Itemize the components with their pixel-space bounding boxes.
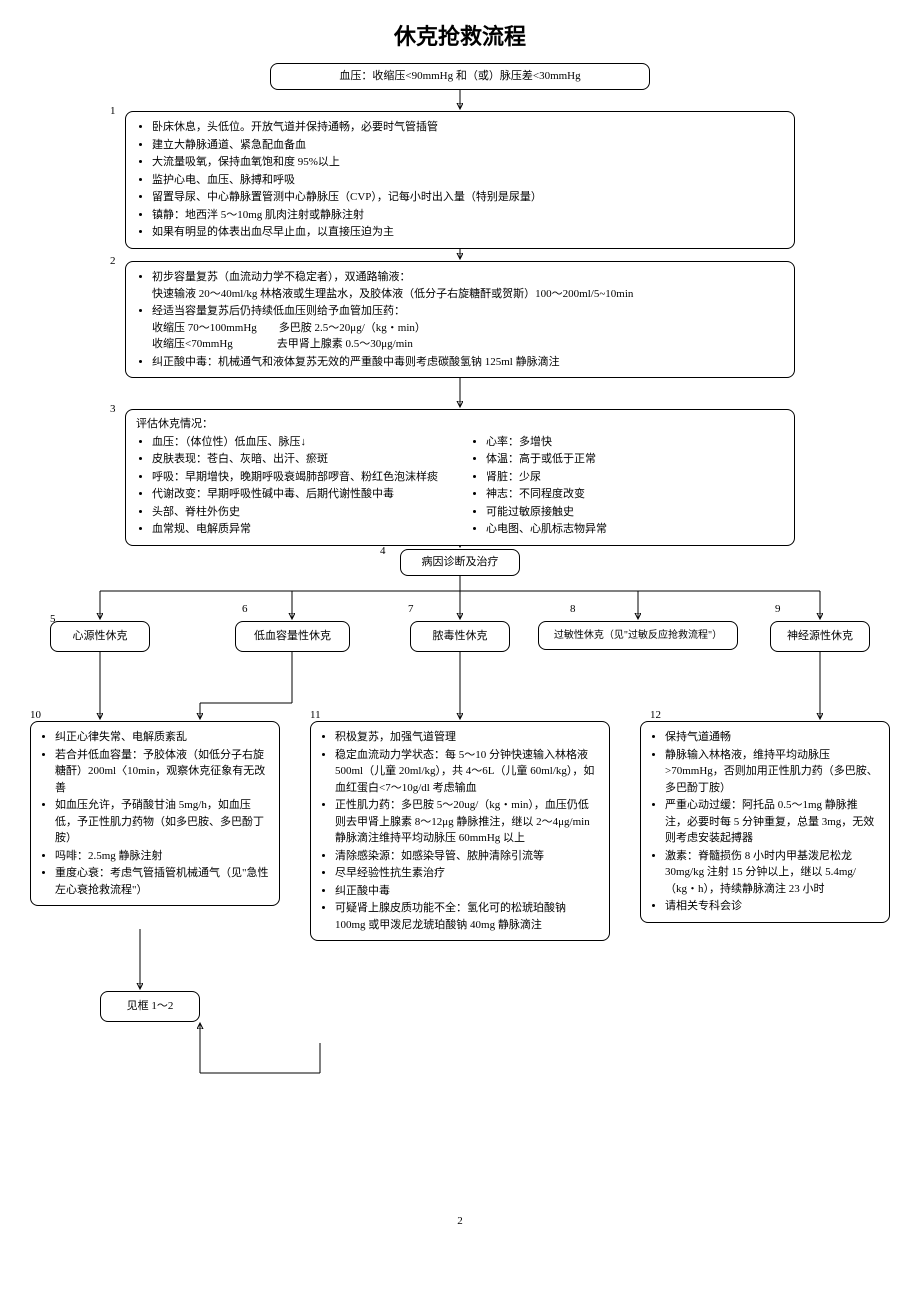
branch-text: 心源性休克 — [73, 630, 128, 642]
branch-7: 脓毒性休克 — [410, 621, 510, 652]
list-item: 卧床休息，头低位。开放气道并保持通畅，必要时气管插管 — [152, 119, 784, 136]
list-item: 大流量吸氧，保持血氧饱和度 95%以上 — [152, 154, 784, 171]
list-item: 激素：脊髓损伤 8 小时内甲基泼尼松龙 30mg/kg 注射 15 分钟以上，继… — [665, 848, 879, 898]
list-item: 积极复苏，加强气道管理 — [335, 729, 599, 746]
branch-5: 心源性休克 — [50, 621, 150, 652]
branch-text: 脓毒性休克 — [433, 630, 488, 642]
list-item: 留置导尿、中心静脉置管测中心静脉压（CVP），记每小时出入量（特别是尿量） — [152, 189, 784, 206]
list-item: 纠正心律失常、电解质紊乱 — [55, 729, 269, 746]
list-item: 神志：不同程度改变 — [486, 486, 784, 503]
list-item: 可疑肾上腺皮质功能不全：氢化可的松琥珀酸钠 100mg 或甲泼尼龙琥珀酸钠 40… — [335, 900, 599, 933]
box-10: 纠正心律失常、电解质紊乱 若合并低血容量：予胶体液（如低分子右旋糖酐）200ml… — [30, 721, 280, 906]
ref-text: 见框 1～2 — [127, 1000, 174, 1012]
t: 收缩压<70mmHg 去甲肾上腺素 0.5～30μg/min — [152, 338, 413, 350]
list-item: 监护心电、血压、脉搏和呼吸 — [152, 172, 784, 189]
list-item: 经适当容量复苏后仍持续低血压则给予血管加压药： 收缩压 70～100mmHg 多… — [152, 303, 784, 353]
list-item: 心电图、心肌标志物异常 — [486, 521, 784, 538]
box2-list: 初步容量复苏（血流动力学不稳定者），双通路输液： 快速输液 20～40ml/kg… — [136, 269, 784, 370]
box4-text: 病因诊断及治疗 — [422, 556, 499, 568]
label-7: 7 — [408, 601, 414, 618]
box-12: 保持气道通畅 静脉输入林格液，维持平均动脉压>70mmHg，否则加用正性肌力药（… — [640, 721, 890, 923]
box11-list: 积极复苏，加强气道管理 稳定血流动力学状态：每 5～10 分钟快速输入林格液 5… — [321, 729, 599, 933]
box-3: 评估休克情况： 血压：（体位性）低血压、脉压↓ 皮肤表现：苍白、灰暗、出汗、瘀斑… — [125, 409, 795, 546]
list-item: 保持气道通畅 — [665, 729, 879, 746]
list-item: 头部、脊柱外伤史 — [152, 504, 450, 521]
box3-header: 评估休克情况： — [136, 416, 784, 433]
box1-list: 卧床休息，头低位。开放气道并保持通畅，必要时气管插管 建立大静脉通道、紧急配血备… — [136, 119, 784, 241]
t: 收缩压 70～100mmHg 多巴胺 2.5～20μg/（kg・min） — [152, 322, 426, 334]
t: 初步容量复苏（血流动力学不稳定者），双通路输液： — [152, 271, 411, 283]
list-item: 如果有明显的体表出血尽早止血，以直接压迫为主 — [152, 224, 784, 241]
branch-text: 低血容量性休克 — [254, 630, 331, 642]
list-item: 皮肤表现：苍白、灰暗、出汗、瘀斑 — [152, 451, 450, 468]
list-item: 血压：（体位性）低血压、脉压↓ — [152, 434, 450, 451]
box10-list: 纠正心律失常、电解质紊乱 若合并低血容量：予胶体液（如低分子右旋糖酐）200ml… — [41, 729, 269, 898]
list-item: 初步容量复苏（血流动力学不稳定者），双通路输液： 快速输液 20～40ml/kg… — [152, 269, 784, 302]
branch-9: 神经源性休克 — [770, 621, 870, 652]
page-number: 2 — [457, 1213, 463, 1273]
label-2: 2 — [110, 253, 116, 270]
list-item: 静脉输入林格液，维持平均动脉压>70mmHg，否则加用正性肌力药（多巴胺、多巴酚… — [665, 747, 879, 797]
list-item: 纠正酸中毒：机械通气和液体复苏无效的严重酸中毒则考虑碳酸氢钠 125ml 静脉滴… — [152, 354, 784, 371]
list-item: 尽早经验性抗生素治疗 — [335, 865, 599, 882]
list-item: 如血压允许，予硝酸甘油 5mg/h，如血压低，予正性肌力药物（如多巴胺、多巴酚丁… — [55, 797, 269, 847]
list-item: 吗啡：2.5mg 静脉注射 — [55, 848, 269, 865]
label-3: 3 — [110, 401, 116, 418]
box3-left: 血压：（体位性）低血压、脉压↓ 皮肤表现：苍白、灰暗、出汗、瘀斑 呼吸：早期增快… — [136, 433, 450, 539]
list-item: 体温：高于或低于正常 — [486, 451, 784, 468]
list-item: 肾脏：少尿 — [486, 469, 784, 486]
list-item: 稳定血流动力学状态：每 5～10 分钟快速输入林格液 500ml（儿童 20ml… — [335, 747, 599, 797]
list-item: 镇静：地西泮 5～10mg 肌肉注射或静脉注射 — [152, 207, 784, 224]
list-item: 可能过敏原接触史 — [486, 504, 784, 521]
list-item: 血常规、电解质异常 — [152, 521, 450, 538]
list-item: 正性肌力药：多巴胺 5～20ug/（kg・min），血压仍低则去甲肾上腺素 8～… — [335, 797, 599, 847]
box3-right: 心率：多增快 体温：高于或低于正常 肾脏：少尿 神志：不同程度改变 可能过敏原接… — [470, 433, 784, 539]
list-item: 呼吸：早期增快，晚期呼吸衰竭肺部啰音、粉红色泡沫样痰 — [152, 469, 450, 486]
ref-box: 见框 1～2 — [100, 991, 200, 1022]
box-2: 初步容量复苏（血流动力学不稳定者），双通路输液： 快速输液 20～40ml/kg… — [125, 261, 795, 378]
list-item: 建立大静脉通道、紧急配血备血 — [152, 137, 784, 154]
criteria-text: 血压：收缩压<90mmHg 和（或）脉压差<30mmHg — [339, 70, 580, 82]
box-11: 积极复苏，加强气道管理 稳定血流动力学状态：每 5～10 分钟快速输入林格液 5… — [310, 721, 610, 941]
list-item: 请相关专科会诊 — [665, 898, 879, 915]
label-9: 9 — [775, 601, 781, 618]
branch-text: 过敏性休克（见"过敏反应抢救流程"） — [554, 630, 722, 641]
label-6: 6 — [242, 601, 248, 618]
list-item: 重度心衰：考虑气管插管机械通气（见"急性左心衰抢救流程"） — [55, 865, 269, 898]
branch-8: 过敏性休克（见"过敏反应抢救流程"） — [538, 621, 738, 650]
list-item: 代谢改变：早期呼吸性碱中毒、后期代谢性酸中毒 — [152, 486, 450, 503]
box-4: 病因诊断及治疗 — [400, 549, 520, 576]
criteria-box: 血压：收缩压<90mmHg 和（或）脉压差<30mmHg — [270, 63, 650, 90]
list-item: 清除感染源：如感染导管、脓肿清除引流等 — [335, 848, 599, 865]
list-item: 若合并低血容量：予胶体液（如低分子右旋糖酐）200ml〈10min，观察休克征象… — [55, 747, 269, 797]
label-4: 4 — [380, 543, 386, 560]
label-1: 1 — [110, 103, 116, 120]
branch-text: 神经源性休克 — [787, 630, 853, 642]
list-item: 严重心动过缓：阿托品 0.5～1mg 静脉推注，必要时每 5 分钟重复，总量 3… — [665, 797, 879, 847]
branch-6: 低血容量性休克 — [235, 621, 350, 652]
box-1: 卧床休息，头低位。开放气道并保持通畅，必要时气管插管 建立大静脉通道、紧急配血备… — [125, 111, 795, 249]
label-8: 8 — [570, 601, 576, 618]
t: 经适当容量复苏后仍持续低血压则给予血管加压药： — [152, 305, 405, 317]
list-item: 纠正酸中毒 — [335, 883, 599, 900]
flowchart-canvas: 血压：收缩压<90mmHg 和（或）脉压差<30mmHg 1 卧床休息，头低位。… — [20, 63, 900, 1263]
t: 快速输液 20～40ml/kg 林格液或生理盐水，及胶体液（低分子右旋糖酐或贺斯… — [152, 288, 633, 300]
box12-list: 保持气道通畅 静脉输入林格液，维持平均动脉压>70mmHg，否则加用正性肌力药（… — [651, 729, 879, 915]
list-item: 心率：多增快 — [486, 434, 784, 451]
page-title: 休克抢救流程 — [20, 20, 900, 53]
